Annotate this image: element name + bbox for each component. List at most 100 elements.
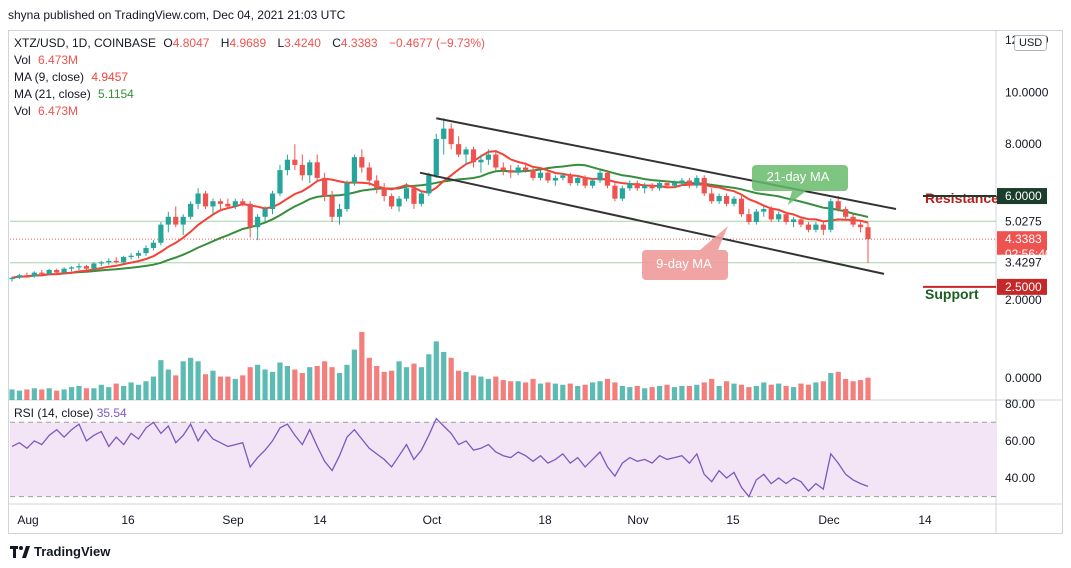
volume-bar: [567, 383, 573, 400]
volume-bar: [106, 387, 112, 400]
volume-bar: [485, 378, 491, 400]
candle-body: [694, 177, 700, 186]
candle-body: [284, 159, 291, 171]
volume-bar: [411, 363, 417, 400]
candle-body: [54, 270, 60, 273]
volume-bar: [307, 367, 313, 400]
volume-bar: [366, 357, 372, 400]
candle-body: [418, 193, 424, 204]
volume-bar: [456, 370, 462, 400]
rsi-legend: RSI (14, close) 35.54: [14, 406, 127, 420]
candle-body: [545, 172, 551, 181]
volume-bar: [143, 381, 149, 400]
candle-body: [560, 175, 566, 178]
volume-bar: [441, 351, 447, 400]
rsi-value: 35.54: [96, 406, 127, 420]
price-label-box: [997, 188, 1047, 205]
candle-body: [485, 154, 491, 160]
volume-bar: [798, 383, 804, 400]
candle-body: [537, 172, 544, 178]
candle-body: [389, 196, 395, 207]
candle-body: [188, 203, 194, 217]
volume-bar: [389, 370, 395, 400]
volume-bar: [68, 387, 75, 400]
volume-bar: [612, 382, 618, 400]
volume-bar: [493, 376, 499, 400]
candle-body: [828, 201, 834, 230]
volume-bar: [515, 381, 521, 400]
candle-body: [478, 159, 484, 163]
candle-body: [366, 167, 372, 181]
candle-body: [68, 267, 75, 269]
rsi-axis-tick: 80.00: [1005, 397, 1035, 411]
volume-bar: [545, 382, 551, 400]
volume-bar: [217, 376, 224, 400]
candle-body: [374, 180, 380, 189]
volume-bar: [39, 389, 45, 400]
candle-body: [820, 224, 826, 230]
candle-body: [456, 144, 462, 155]
ma9-row: MA (9, close) 4.9457: [14, 69, 489, 86]
candle-body: [738, 198, 745, 215]
candle-body: [262, 209, 268, 217]
price-label: 3.4297: [1005, 256, 1042, 270]
candle-body: [322, 177, 328, 197]
volume-bar: [314, 366, 320, 400]
candle-body: [232, 201, 238, 207]
volume-bar: [761, 382, 767, 400]
vol2-value: 6.473M: [38, 104, 79, 118]
tradingview-logo[interactable]: TradingView: [10, 544, 110, 559]
candle-body: [411, 188, 417, 204]
candle-body: [173, 216, 179, 225]
candle-body: [403, 188, 410, 199]
candle-body: [433, 138, 439, 176]
ma21-label: MA (21, close): [14, 87, 91, 101]
candle-body: [470, 149, 477, 163]
candle-body: [448, 128, 454, 145]
volume-bar: [850, 381, 856, 400]
volume-bar: [694, 384, 700, 400]
price-label: 4.3383: [1005, 232, 1042, 246]
volume-bar: [292, 369, 298, 400]
volume-bar: [173, 375, 179, 400]
ma9-callout-label: 9-day MA: [656, 256, 712, 271]
candle-body: [679, 180, 685, 184]
candle-body: [761, 209, 767, 212]
rsi-band: [10, 422, 996, 497]
volume-bar: [284, 366, 291, 400]
candle-body: [61, 268, 67, 273]
volume-bar: [54, 390, 60, 400]
volume-bar: [820, 381, 826, 400]
candle-body: [195, 193, 201, 204]
chart-frame: [8, 30, 1063, 534]
candle-body: [277, 170, 283, 194]
volume-bar: [61, 389, 67, 400]
volume-bar: [857, 380, 864, 400]
volume-bar: [24, 389, 30, 400]
candle-body: [314, 162, 320, 178]
price-axis-tick: 8.0000: [1005, 137, 1042, 151]
ma21-line: [11, 163, 869, 279]
price-axis-tick: 2.0000: [1005, 293, 1042, 307]
candle-body: [158, 224, 164, 243]
time-axis-tick: 16: [121, 513, 135, 527]
volume-bar: [150, 376, 157, 400]
volume-bar: [589, 382, 596, 400]
candle-body: [240, 201, 246, 204]
candle-body: [336, 209, 343, 217]
candle-body: [701, 177, 707, 194]
published-info: shyna published on TradingView.com, Dec …: [8, 8, 346, 22]
rsi-axis-tick: 40.00: [1005, 471, 1035, 485]
volume-bar: [195, 361, 201, 400]
volume-bar: [523, 382, 529, 400]
candle-body: [716, 196, 722, 202]
candle-body: [351, 157, 357, 184]
volume-bar: [329, 367, 335, 400]
price-axis-tick: 10.0000: [1005, 85, 1049, 99]
candle-body: [530, 170, 536, 178]
currency-button[interactable]: USD: [1014, 35, 1048, 51]
candle-body: [850, 216, 856, 225]
candle-body: [843, 209, 849, 217]
volume-bar: [418, 367, 424, 400]
